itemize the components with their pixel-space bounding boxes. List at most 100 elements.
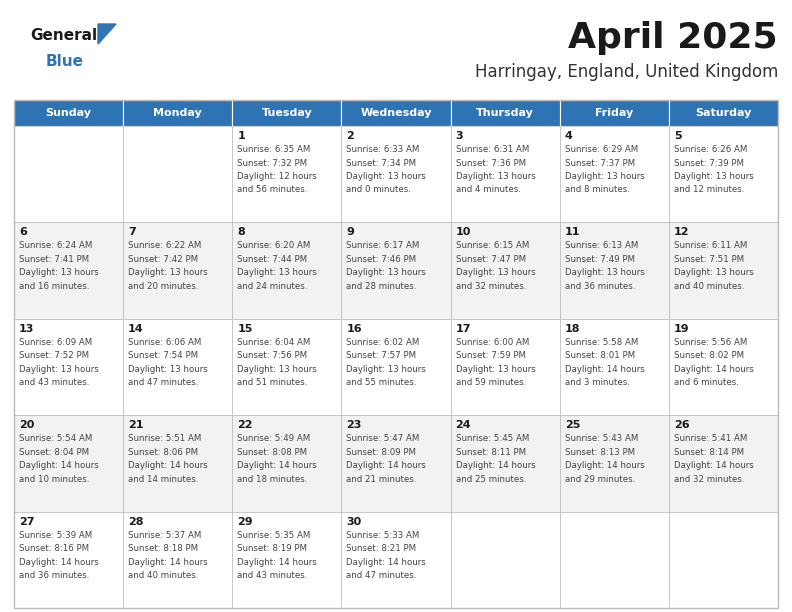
Text: Sunrise: 6:29 AM: Sunrise: 6:29 AM	[565, 145, 638, 154]
Text: Daylight: 13 hours: Daylight: 13 hours	[238, 269, 317, 277]
Bar	[669, 100, 778, 126]
Text: and 47 minutes.: and 47 minutes.	[128, 378, 199, 387]
Text: 20: 20	[19, 420, 34, 430]
Text: and 16 minutes.: and 16 minutes.	[19, 282, 89, 291]
Text: Sunrise: 5:41 AM: Sunrise: 5:41 AM	[674, 434, 747, 443]
Text: and 3 minutes.: and 3 minutes.	[565, 378, 630, 387]
Text: Daylight: 13 hours: Daylight: 13 hours	[455, 269, 535, 277]
Text: and 40 minutes.: and 40 minutes.	[128, 571, 199, 580]
Text: Daylight: 14 hours: Daylight: 14 hours	[674, 461, 754, 470]
Text: and 29 minutes.: and 29 minutes.	[565, 475, 635, 483]
Bar	[560, 222, 669, 319]
Text: and 47 minutes.: and 47 minutes.	[346, 571, 417, 580]
Text: 21: 21	[128, 420, 143, 430]
Text: and 6 minutes.: and 6 minutes.	[674, 378, 739, 387]
Text: Sunrise: 5:39 AM: Sunrise: 5:39 AM	[19, 531, 92, 540]
Bar	[560, 100, 669, 126]
Text: Daylight: 12 hours: Daylight: 12 hours	[238, 172, 317, 181]
Text: and 21 minutes.: and 21 minutes.	[346, 475, 417, 483]
Text: and 32 minutes.: and 32 minutes.	[455, 282, 526, 291]
Text: and 12 minutes.: and 12 minutes.	[674, 185, 744, 195]
Text: 19: 19	[674, 324, 690, 334]
Text: Sunrise: 6:02 AM: Sunrise: 6:02 AM	[346, 338, 420, 347]
Bar	[560, 512, 669, 608]
Text: 8: 8	[238, 228, 245, 237]
Text: 25: 25	[565, 420, 580, 430]
Bar	[560, 415, 669, 512]
Bar	[669, 319, 778, 415]
Bar	[14, 319, 123, 415]
Text: and 28 minutes.: and 28 minutes.	[346, 282, 417, 291]
Text: 22: 22	[238, 420, 253, 430]
Text: 5: 5	[674, 131, 681, 141]
Text: Sunrise: 6:06 AM: Sunrise: 6:06 AM	[128, 338, 201, 347]
Text: 13: 13	[19, 324, 34, 334]
Text: Harringay, England, United Kingdom: Harringay, England, United Kingdom	[474, 63, 778, 81]
Text: 14: 14	[128, 324, 144, 334]
Text: Daylight: 13 hours: Daylight: 13 hours	[346, 172, 426, 181]
Text: and 10 minutes.: and 10 minutes.	[19, 475, 89, 483]
Text: Sunrise: 5:51 AM: Sunrise: 5:51 AM	[128, 434, 201, 443]
Text: 18: 18	[565, 324, 581, 334]
Text: Sunset: 7:52 PM: Sunset: 7:52 PM	[19, 351, 89, 360]
Text: Sunrise: 5:49 AM: Sunrise: 5:49 AM	[238, 434, 310, 443]
Text: and 24 minutes.: and 24 minutes.	[238, 282, 307, 291]
Bar	[14, 100, 123, 126]
Text: Sunrise: 6:15 AM: Sunrise: 6:15 AM	[455, 241, 529, 250]
Text: Wednesday: Wednesday	[360, 108, 432, 118]
Bar	[341, 100, 451, 126]
Text: Daylight: 13 hours: Daylight: 13 hours	[346, 365, 426, 374]
Text: Sunset: 7:44 PM: Sunset: 7:44 PM	[238, 255, 307, 264]
Bar	[123, 222, 232, 319]
Bar	[451, 319, 560, 415]
Text: Sunset: 7:41 PM: Sunset: 7:41 PM	[19, 255, 89, 264]
Text: Sunrise: 6:20 AM: Sunrise: 6:20 AM	[238, 241, 310, 250]
Text: Sunset: 7:34 PM: Sunset: 7:34 PM	[346, 159, 417, 168]
Text: Sunrise: 6:17 AM: Sunrise: 6:17 AM	[346, 241, 420, 250]
Text: General: General	[30, 28, 97, 42]
Text: and 18 minutes.: and 18 minutes.	[238, 475, 307, 483]
Text: Daylight: 13 hours: Daylight: 13 hours	[19, 365, 99, 374]
Bar	[123, 100, 232, 126]
Text: Sunset: 7:36 PM: Sunset: 7:36 PM	[455, 159, 526, 168]
Text: and 36 minutes.: and 36 minutes.	[565, 282, 635, 291]
Text: Sunset: 7:59 PM: Sunset: 7:59 PM	[455, 351, 526, 360]
Bar	[451, 512, 560, 608]
Bar	[560, 126, 669, 222]
Text: Sunrise: 6:11 AM: Sunrise: 6:11 AM	[674, 241, 747, 250]
Polygon shape	[98, 24, 116, 44]
Text: 9: 9	[346, 228, 354, 237]
Bar	[669, 222, 778, 319]
Text: Sunset: 7:32 PM: Sunset: 7:32 PM	[238, 159, 307, 168]
Bar	[451, 415, 560, 512]
Text: Sunset: 7:42 PM: Sunset: 7:42 PM	[128, 255, 198, 264]
Text: 23: 23	[346, 420, 362, 430]
Text: Blue: Blue	[46, 54, 84, 70]
Text: Sunrise: 6:09 AM: Sunrise: 6:09 AM	[19, 338, 92, 347]
Text: Sunrise: 5:37 AM: Sunrise: 5:37 AM	[128, 531, 201, 540]
Text: Sunset: 8:08 PM: Sunset: 8:08 PM	[238, 448, 307, 457]
Bar	[232, 512, 341, 608]
Text: Sunset: 8:02 PM: Sunset: 8:02 PM	[674, 351, 744, 360]
Text: Sunrise: 6:22 AM: Sunrise: 6:22 AM	[128, 241, 201, 250]
Bar	[451, 222, 560, 319]
Text: 1: 1	[238, 131, 245, 141]
Text: Sunrise: 6:00 AM: Sunrise: 6:00 AM	[455, 338, 529, 347]
Text: and 0 minutes.: and 0 minutes.	[346, 185, 411, 195]
Bar	[14, 126, 123, 222]
Text: Daylight: 13 hours: Daylight: 13 hours	[674, 172, 754, 181]
Text: Daylight: 13 hours: Daylight: 13 hours	[674, 269, 754, 277]
Bar	[451, 126, 560, 222]
Bar	[123, 126, 232, 222]
Text: Sunset: 7:56 PM: Sunset: 7:56 PM	[238, 351, 307, 360]
Bar	[341, 126, 451, 222]
Text: 7: 7	[128, 228, 136, 237]
Bar	[232, 126, 341, 222]
Text: Sunrise: 6:26 AM: Sunrise: 6:26 AM	[674, 145, 747, 154]
Text: Sunrise: 5:43 AM: Sunrise: 5:43 AM	[565, 434, 638, 443]
Text: Daylight: 13 hours: Daylight: 13 hours	[19, 269, 99, 277]
Bar	[123, 415, 232, 512]
Text: Sunset: 7:51 PM: Sunset: 7:51 PM	[674, 255, 744, 264]
Text: Daylight: 14 hours: Daylight: 14 hours	[565, 461, 645, 470]
Text: Daylight: 14 hours: Daylight: 14 hours	[238, 461, 317, 470]
